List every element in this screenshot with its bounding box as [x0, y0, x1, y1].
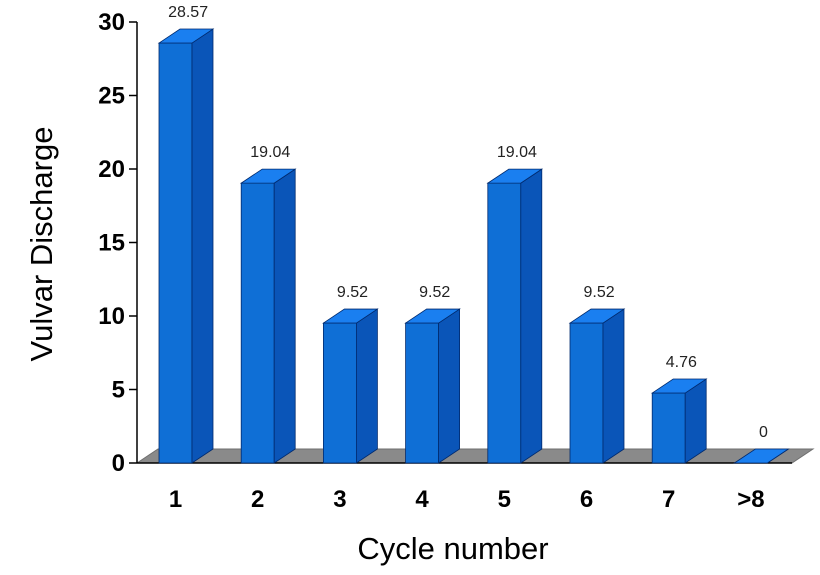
bar-top — [157, 28, 215, 44]
x-category-label: 2 — [251, 486, 264, 513]
bar-top — [239, 168, 297, 184]
x-category-label: 4 — [415, 486, 429, 513]
data-label: 9.52 — [419, 284, 450, 301]
x-axis-categories: 1 2 3 4 5 6 7 >8 — [169, 486, 765, 513]
data-label: 0 — [759, 424, 768, 441]
bar-side — [520, 168, 543, 464]
bar — [322, 308, 379, 464]
data-label: 19.04 — [497, 144, 537, 161]
data-label: 19.04 — [250, 144, 290, 161]
bar — [157, 28, 215, 464]
x-category-label: 3 — [333, 486, 346, 513]
bar-top — [486, 168, 544, 184]
y-tick-label: 25 — [98, 83, 125, 110]
bar-top — [322, 308, 379, 324]
floor-plane — [135, 448, 815, 464]
data-label: 28.57 — [168, 4, 208, 21]
x-category-label: 6 — [580, 486, 593, 513]
bar-front — [487, 182, 522, 464]
bar — [486, 168, 544, 464]
bar-front — [158, 42, 193, 464]
chart-floor — [135, 448, 815, 464]
bar-side — [191, 28, 214, 464]
bar-side — [684, 378, 707, 464]
data-label: 9.52 — [337, 284, 368, 301]
bar-top — [404, 308, 461, 324]
bar-front — [240, 182, 275, 464]
y-tick-label: 10 — [98, 303, 125, 330]
bar-front — [651, 392, 686, 464]
bar — [404, 308, 461, 464]
x-axis-title: Cycle number — [357, 531, 548, 566]
bar-side — [438, 308, 461, 464]
bar-side — [355, 308, 378, 464]
y-axis-title: Vulvar Discharge — [24, 127, 59, 362]
bar-front — [405, 322, 440, 464]
y-tick-label: 15 — [98, 230, 125, 257]
y-tick-label: 20 — [98, 156, 125, 183]
bar — [239, 168, 297, 464]
data-labels-group: 28.57 19.04 9.52 9.52 19.04 9.52 4.76 0 — [168, 4, 768, 441]
bar-front — [569, 322, 604, 464]
x-category-label: 5 — [498, 486, 511, 513]
x-category-label: 7 — [662, 486, 675, 513]
x-category-label: >8 — [737, 486, 764, 513]
bar-side — [273, 168, 296, 464]
bar — [650, 378, 708, 464]
y-tick-label: 30 — [98, 9, 125, 36]
y-tick-label: 5 — [112, 377, 125, 404]
y-tick-label: 0 — [112, 450, 125, 477]
bar-top — [650, 378, 708, 394]
x-category-label: 1 — [169, 486, 182, 513]
bar — [568, 308, 626, 464]
bar — [733, 448, 790, 464]
bar-top — [733, 448, 790, 464]
data-label: 4.76 — [666, 354, 697, 371]
bars-group — [157, 28, 790, 464]
data-label: 9.52 — [584, 284, 615, 301]
bar-front — [322, 322, 357, 464]
bar-top — [568, 308, 626, 324]
bar-side — [602, 308, 625, 464]
